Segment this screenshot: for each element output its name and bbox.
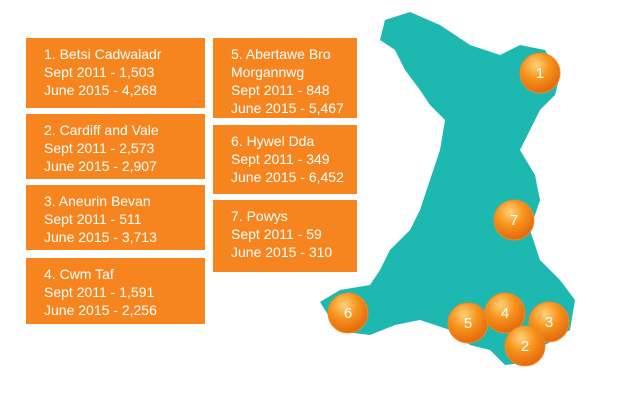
region-box: 3. Aneurin Bevan Sept 2011 - 511 June 2015… (26, 185, 205, 250)
marker-label: 7 (510, 212, 518, 229)
marker-circle (327, 292, 369, 334)
region-name: 4. Cwm Taf (44, 266, 114, 282)
region-count: Sept 2011 - 2,573 (44, 140, 155, 156)
marker-circle (484, 292, 526, 334)
region-box: 5. Abertawe Bro Morgannwg Sept 2011 - 848… (213, 38, 357, 118)
region-box: 2. Cardiff and Vale Sept 2011 - 2,573 June… (26, 114, 205, 179)
marker-label: 5 (464, 315, 472, 332)
region-count: Sept 2011 - 848 (231, 82, 330, 98)
region-count: June 2015 - 6,452 (231, 169, 344, 185)
region-marker: 1 (519, 52, 561, 94)
region-count: Sept 2011 - 349 (231, 151, 330, 167)
region-marker: 4 (484, 292, 526, 334)
marker-label: 6 (344, 305, 352, 322)
region-name: 6. Hywel Dda (231, 133, 315, 149)
region-marker: 2 (504, 325, 546, 367)
region-box: 7. Powys Sept 2011 - 59 June 2015 - 310 (213, 200, 357, 272)
marker-label: 4 (501, 305, 509, 322)
wales-outline (320, 12, 575, 365)
region-marker: 7 (493, 199, 535, 241)
region-count: June 2015 - 2,907 (44, 158, 157, 174)
marker-label: 1 (536, 65, 544, 82)
region-name: 7. Powys (231, 208, 288, 224)
region-count: Sept 2011 - 511 (44, 211, 142, 227)
region-count: Sept 2011 - 59 (231, 226, 322, 242)
region-name: 3. Aneurin Bevan (44, 193, 151, 209)
region-count: June 2015 - 5,467 (231, 100, 344, 116)
region-count: June 2015 - 4,268 (44, 82, 157, 98)
region-count: June 2015 - 2,256 (44, 302, 157, 318)
marker-label: 3 (545, 314, 553, 331)
marker-circle (504, 325, 546, 367)
region-box: 4. Cwm Taf Sept 2011 - 1,591 June 2015 - 2… (26, 258, 205, 324)
marker-circle (493, 199, 535, 241)
region-marker: 5 (447, 302, 489, 344)
region-box: 1. Betsi Cadwaladr Sept 2011 - 1,503 June … (26, 38, 205, 108)
region-box: 6. Hywel Dda Sept 2011 - 349 June 2015 - 6… (213, 125, 357, 194)
region-marker: 6 (327, 292, 369, 334)
region-count: June 2015 - 310 (231, 244, 333, 260)
region-count: Sept 2011 - 1,503 (44, 64, 155, 80)
region-count: June 2015 - 3,713 (44, 229, 157, 245)
region-count: Sept 2011 - 1,591 (44, 284, 155, 300)
marker-label: 2 (521, 338, 529, 355)
region-name: 1. Betsi Cadwaladr (44, 46, 162, 62)
region-name: 2. Cardiff and Vale (44, 122, 159, 138)
region-name: 5. Abertawe Bro Morgannwg (231, 46, 331, 80)
marker-circle (519, 52, 561, 94)
